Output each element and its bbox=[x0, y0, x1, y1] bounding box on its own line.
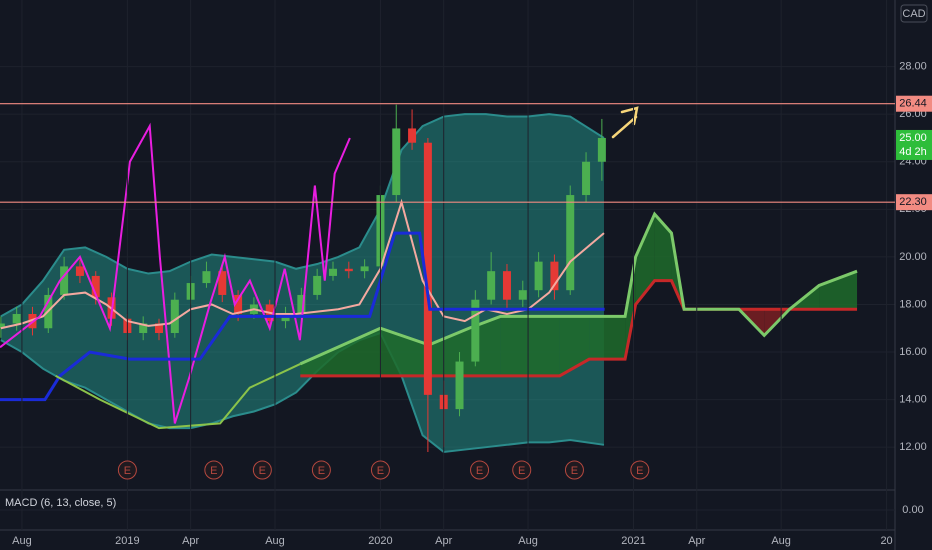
indicator-line bbox=[0, 231, 605, 402]
macd-tick-label: 0.00 bbox=[902, 504, 923, 516]
level-label: 22.30 bbox=[899, 196, 927, 208]
x-tick-label: Apr bbox=[435, 535, 452, 547]
y-tick-label: 16.00 bbox=[899, 346, 927, 358]
candle-body bbox=[234, 294, 243, 314]
level-tag bbox=[896, 95, 932, 112]
indicator-line bbox=[55, 363, 301, 430]
x-tick-label: Apr bbox=[182, 535, 199, 547]
candle-body bbox=[392, 128, 401, 196]
cloud-segment bbox=[300, 328, 381, 376]
level-tag bbox=[896, 194, 932, 211]
candle-body bbox=[471, 299, 480, 362]
candle-body bbox=[75, 266, 84, 276]
earnings-label: E bbox=[259, 465, 266, 477]
candle-body bbox=[534, 261, 543, 291]
x-tick-label: Apr bbox=[688, 535, 705, 547]
currency-box[interactable] bbox=[900, 4, 928, 23]
candle-body bbox=[487, 271, 496, 300]
candle-body bbox=[328, 268, 337, 276]
earnings-label: E bbox=[518, 465, 525, 477]
candle-body bbox=[502, 271, 511, 300]
candle-body bbox=[344, 268, 353, 272]
candle-body bbox=[550, 261, 559, 291]
candle-body bbox=[423, 142, 432, 395]
earnings-marker bbox=[630, 460, 650, 480]
cloud-segment bbox=[654, 214, 672, 281]
earnings-label: E bbox=[318, 465, 325, 477]
candle-body bbox=[91, 275, 100, 298]
cloud-segment bbox=[500, 316, 560, 376]
candle-body bbox=[455, 361, 464, 410]
x-tick-label: Aug bbox=[12, 535, 32, 547]
macd-label: MACD (6, 13, close, 5) bbox=[5, 497, 116, 509]
candle-body bbox=[218, 271, 227, 295]
earnings-marker bbox=[470, 460, 490, 480]
earnings-marker bbox=[252, 460, 272, 480]
earnings-label: E bbox=[210, 465, 217, 477]
currency: CAD bbox=[902, 8, 925, 20]
last-price-label: 25.00 bbox=[899, 132, 927, 144]
cloud-segment bbox=[380, 328, 429, 376]
y-tick-label: 28.00 bbox=[899, 61, 927, 73]
earnings-label: E bbox=[571, 465, 578, 477]
x-tick-label: 2019 bbox=[115, 535, 139, 547]
countdown-label: 4d 2h bbox=[899, 146, 927, 158]
y-tick-label: 18.00 bbox=[899, 298, 927, 310]
earnings-marker bbox=[370, 460, 390, 480]
y-tick-label: 12.00 bbox=[899, 441, 927, 453]
candle-body bbox=[597, 137, 606, 162]
level-label: 26.44 bbox=[899, 98, 927, 110]
cloud-segment bbox=[625, 256, 636, 360]
cloud-segment bbox=[559, 316, 590, 376]
x-tick-label: 20 bbox=[880, 535, 892, 547]
cloud-segment bbox=[635, 214, 655, 305]
candle-body bbox=[582, 161, 591, 196]
bollinger-upper bbox=[0, 113, 605, 318]
candle-body bbox=[360, 266, 369, 272]
candle-body bbox=[566, 195, 575, 291]
earnings-marker bbox=[564, 460, 584, 480]
earnings-label: E bbox=[636, 465, 643, 477]
candle-body bbox=[139, 323, 148, 334]
candle-body bbox=[202, 271, 211, 284]
earnings-label: E bbox=[377, 465, 384, 477]
x-tick-label: Aug bbox=[518, 535, 538, 547]
annotation-arrow bbox=[611, 106, 639, 139]
cloud-segment bbox=[589, 316, 626, 360]
candle-body bbox=[170, 299, 179, 334]
indicator-line bbox=[0, 122, 351, 424]
candle-body bbox=[408, 128, 417, 143]
candle-body bbox=[313, 275, 322, 295]
earnings-marker bbox=[512, 460, 532, 480]
last-price-tag bbox=[896, 129, 932, 160]
earnings-label: E bbox=[476, 465, 483, 477]
x-tick-label: 2020 bbox=[368, 535, 392, 547]
bollinger-lower bbox=[0, 331, 605, 453]
earnings-label: E bbox=[124, 465, 131, 477]
cloud-span-a bbox=[299, 211, 858, 366]
earnings-marker bbox=[204, 460, 224, 480]
candle-body bbox=[0, 323, 5, 329]
cloud-segment bbox=[819, 271, 858, 310]
candle-body bbox=[12, 313, 21, 324]
y-tick-label: 14.00 bbox=[899, 394, 927, 406]
candle-body bbox=[297, 294, 306, 314]
x-tick-label: Aug bbox=[771, 535, 791, 547]
earnings-marker bbox=[311, 460, 331, 480]
candle-body bbox=[60, 266, 69, 295]
y-tick-label: 20.00 bbox=[899, 251, 927, 263]
candle-body bbox=[518, 290, 527, 300]
x-tick-label: Aug bbox=[265, 535, 285, 547]
candle-body bbox=[155, 323, 164, 334]
x-tick-label: 2021 bbox=[621, 535, 645, 547]
earnings-marker bbox=[117, 460, 137, 480]
